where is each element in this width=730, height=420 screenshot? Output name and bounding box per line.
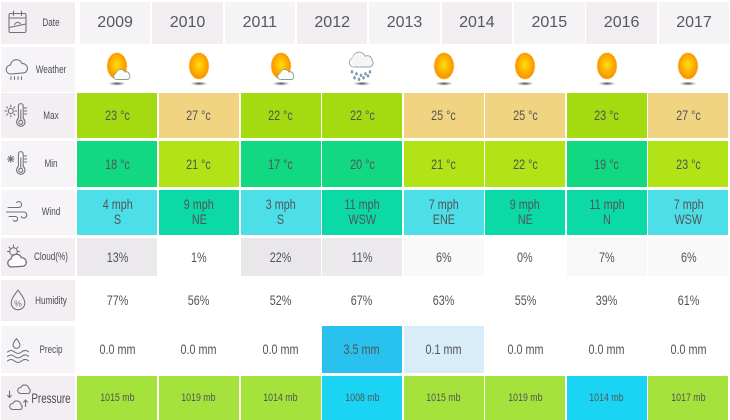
svg-text:%: % (14, 298, 22, 308)
